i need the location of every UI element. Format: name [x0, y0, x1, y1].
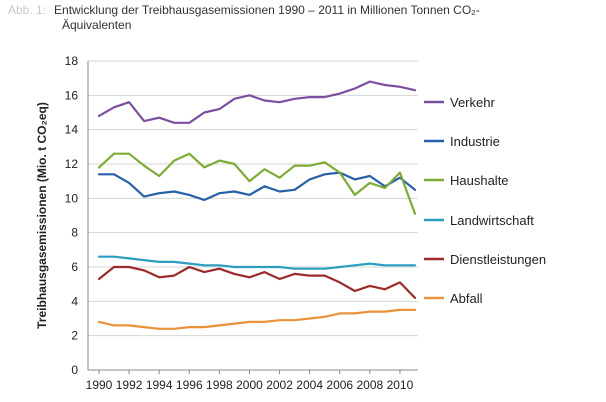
gridlines [88, 60, 418, 337]
chart-title: Abb. 1: Entwicklung der Treibhausgasemiss… [8, 3, 480, 33]
x-tick-1998: 1998 [206, 378, 233, 392]
figure-label: Abb. 1: [8, 3, 47, 17]
y-tick-14: 14 [65, 123, 79, 137]
series-line-industrie [97, 171, 417, 202]
series-line-dienstleistungen [97, 265, 417, 299]
y-axis-label: Treibhausgasemissionen (Mio. t CO₂eq) [35, 102, 49, 329]
x-tick-labels: 1990 1992 1994 1996 1998 2000 2002 2004 2006 2008… [86, 370, 414, 392]
x-tick-2006: 2006 [326, 378, 353, 392]
x-tick-1990: 1990 [86, 378, 113, 392]
y-tick-0: 0 [71, 363, 78, 377]
x-tick-2008: 2008 [356, 378, 383, 392]
y-tick-10: 10 [65, 191, 79, 205]
y-tick-4: 4 [71, 294, 78, 308]
legend-label-landwirtschaft: Landwirtschaft [450, 213, 534, 228]
legend-label-verkehr: Verkehr [450, 95, 495, 110]
series-line-abfall [97, 308, 417, 330]
legend: Verkehr Industrie Haushalte Landwirtschaft D… [424, 95, 546, 306]
x-tick-1996: 1996 [176, 378, 203, 392]
y-tick-18: 18 [65, 54, 79, 68]
x-tick-2004: 2004 [296, 378, 323, 392]
legend-label-abfall: Abfall [450, 291, 483, 306]
x-tick-2002: 2002 [266, 378, 293, 392]
title-line-2: Äquivalenten [62, 18, 132, 32]
y-tick-6: 6 [71, 260, 78, 274]
y-tick-labels: 0 2 4 6 8 10 12 14 16 18 [65, 54, 79, 377]
y-tick-12: 12 [65, 157, 79, 171]
legend-label-industrie: Industrie [450, 134, 500, 149]
y-tick-8: 8 [71, 226, 78, 240]
x-tick-2000: 2000 [236, 378, 263, 392]
y-tick-2: 2 [71, 329, 78, 343]
y-tick-16: 16 [65, 88, 79, 102]
x-tick-1994: 1994 [146, 378, 173, 392]
x-tick-1992: 1992 [116, 378, 143, 392]
series-line-haushalte [97, 152, 417, 215]
x-tick-2010: 2010 [387, 378, 414, 392]
title-line-1: Entwicklung der Treibhausgasemissionen 1… [54, 3, 480, 17]
legend-label-dienstleistungen: Dienstleistungen [450, 252, 546, 267]
axes [87, 61, 418, 371]
series-line-landwirtschaft [97, 255, 417, 270]
series-line-verkehr [97, 80, 417, 124]
series-lines [97, 80, 417, 330]
legend-label-haushalte: Haushalte [450, 173, 509, 188]
